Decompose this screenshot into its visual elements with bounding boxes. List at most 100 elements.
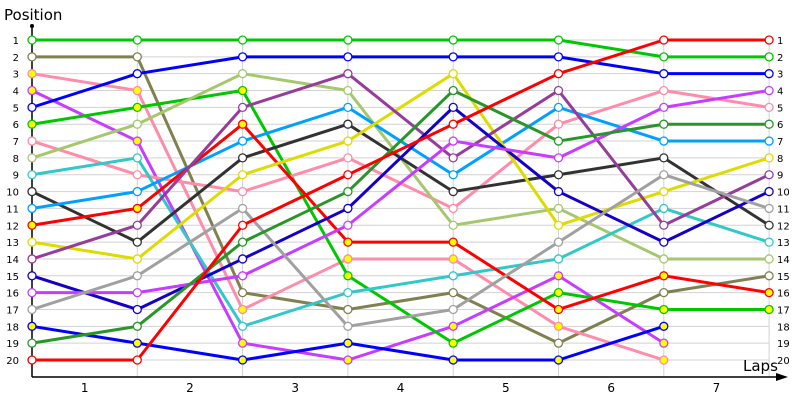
data-point-marker [237, 35, 248, 45]
data-point-marker [764, 102, 774, 113]
data-point-marker [553, 153, 564, 163]
y-tick-label-right: 13 [777, 238, 790, 249]
data-point-marker [132, 85, 142, 96]
data-point-marker [553, 102, 564, 113]
data-point-marker [27, 85, 37, 96]
data-point-marker [132, 52, 142, 62]
data-point-marker [448, 254, 458, 264]
data-point-marker [553, 304, 564, 315]
data-point-marker [132, 271, 142, 281]
data-point-marker [237, 153, 248, 163]
y-tick-label-right: 3 [777, 70, 783, 81]
data-point-marker [132, 119, 142, 129]
y-tick-label: 17 [6, 305, 19, 316]
data-point-marker [343, 52, 353, 62]
data-point-marker [659, 69, 669, 79]
data-point-marker [132, 136, 142, 146]
data-point-marker [27, 271, 37, 281]
y-tick-label: 3 [13, 70, 19, 81]
data-point-marker [448, 220, 458, 230]
data-point-marker [27, 254, 37, 264]
series-lines [31, 38, 770, 362]
y-tick-label: 10 [6, 188, 19, 199]
data-point-marker [343, 119, 353, 129]
data-point-marker [448, 271, 458, 281]
y-tick-label: 2 [13, 53, 19, 64]
data-point-marker [764, 203, 774, 214]
y-tick-label-right: 6 [777, 120, 783, 131]
data-point-marker [553, 237, 564, 247]
data-point-marker [343, 271, 353, 281]
data-point-marker [764, 119, 774, 129]
series-line-p16 [32, 89, 770, 295]
data-point-marker [659, 338, 669, 348]
data-point-marker [764, 35, 774, 45]
series-line-p13 [31, 72, 770, 261]
data-point-marker [553, 321, 564, 331]
data-point-marker [132, 153, 142, 163]
data-point-marker [448, 355, 458, 365]
data-point-marker [237, 170, 248, 180]
data-point-marker [27, 69, 37, 79]
x-axis-arrow-icon [776, 373, 788, 381]
y-tick-label-right: 5 [777, 103, 783, 114]
data-point-marker [132, 338, 142, 348]
data-point-marker [237, 271, 248, 281]
y-axis-end-dot [30, 24, 34, 28]
data-point-marker [343, 355, 353, 365]
data-point-marker [343, 254, 353, 264]
series-line-p14 [31, 72, 770, 261]
y-tick-label-right: 7 [777, 137, 783, 148]
y-tick-label: 14 [6, 255, 19, 266]
data-point-marker [343, 287, 353, 298]
data-point-marker [132, 220, 142, 230]
series-line-p20 [32, 38, 770, 362]
data-point-marker [764, 254, 774, 264]
data-point-marker [553, 69, 564, 79]
y-tick-label-right: 10 [777, 188, 790, 199]
data-point-marker [764, 69, 774, 79]
x-tick-label: 2 [186, 381, 194, 395]
data-point-marker [27, 321, 37, 331]
data-point-marker [237, 338, 248, 348]
data-point-marker [27, 35, 37, 45]
y-tick-label: 4 [13, 87, 19, 98]
series-line-p15 [31, 105, 770, 311]
data-point-marker [764, 220, 774, 230]
data-point-marker [27, 170, 37, 180]
data-point-marker [237, 102, 248, 113]
data-point-marker [553, 136, 564, 146]
data-point-marker [764, 153, 774, 163]
y-tick-label-right: 9 [777, 171, 783, 182]
y-tick-label: 8 [13, 154, 19, 165]
data-point-marker [448, 102, 458, 113]
data-point-marker [553, 85, 564, 96]
x-axis-title: Laps [743, 357, 778, 375]
data-point-marker [764, 287, 774, 298]
data-point-marker [553, 338, 564, 348]
y-tick-label: 11 [6, 204, 19, 215]
data-point-marker [448, 69, 458, 79]
data-point-marker [764, 186, 774, 197]
data-point-marker [132, 170, 142, 180]
data-point-marker [553, 186, 564, 197]
data-point-marker [343, 186, 353, 197]
y-tick-label-right: 18 [777, 322, 790, 333]
data-point-marker [343, 304, 353, 315]
data-point-marker [27, 153, 37, 163]
data-point-marker [343, 338, 353, 348]
data-point-marker [448, 338, 458, 348]
data-point-marker [237, 119, 248, 129]
data-point-marker [27, 102, 37, 113]
data-point-marker [448, 170, 458, 180]
data-point-marker [659, 271, 669, 281]
y-tick-label: 13 [6, 238, 19, 249]
data-point-marker [27, 237, 37, 247]
y-tick-label: 5 [13, 103, 19, 114]
y-tick-label-right: 14 [777, 255, 790, 266]
y-tick-label-right: 12 [777, 221, 790, 232]
data-point-marker [448, 153, 458, 163]
data-point-marker [237, 186, 248, 197]
data-point-marker [343, 136, 353, 146]
data-point-marker [237, 321, 248, 331]
